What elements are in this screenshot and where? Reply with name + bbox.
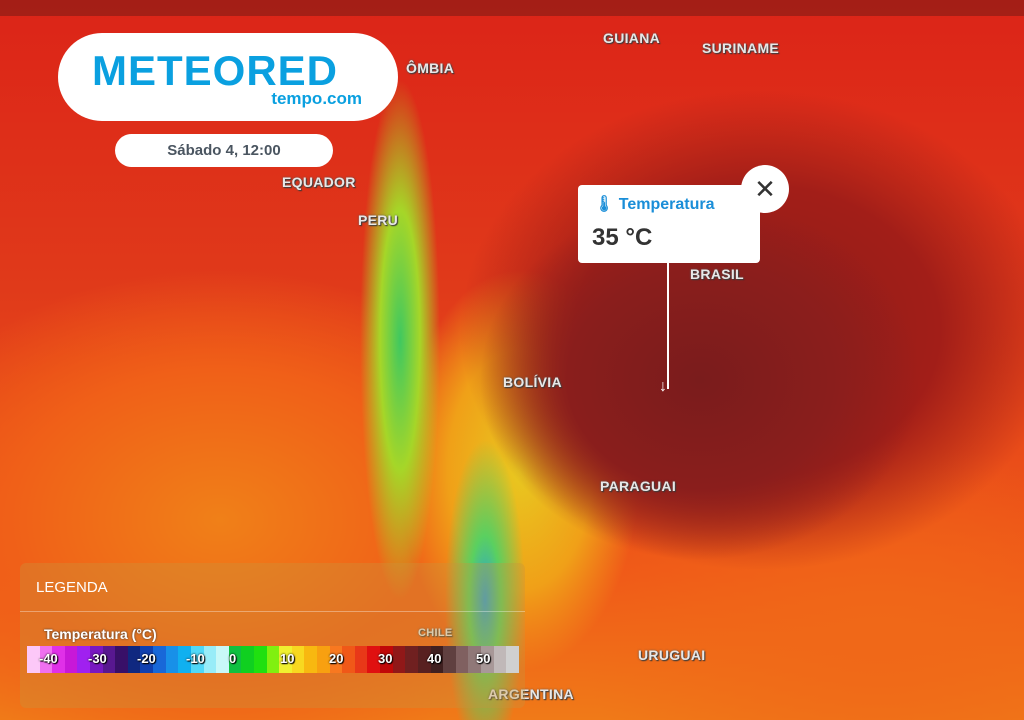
color-swatch bbox=[178, 646, 191, 673]
forecast-date: Sábado 4, 12:00 bbox=[115, 134, 333, 167]
country-label-brasil: BRASIL bbox=[690, 266, 744, 282]
color-swatch bbox=[266, 646, 280, 673]
scale-tick-label: -30 bbox=[88, 651, 107, 666]
logo-name: METEORED bbox=[92, 47, 339, 94]
color-swatch bbox=[455, 646, 469, 673]
color-swatch bbox=[279, 646, 292, 673]
scale-tick-label: 10 bbox=[280, 651, 295, 666]
color-swatch bbox=[39, 646, 53, 673]
country-label-argentina: ARGENTINA bbox=[488, 686, 574, 702]
color-swatch bbox=[203, 646, 217, 673]
popup-title-row: 🌡 Temperatura bbox=[594, 194, 715, 214]
color-swatch bbox=[115, 646, 128, 673]
temperature-popup: 🌡 Temperatura 35 °C bbox=[578, 185, 760, 263]
color-swatch bbox=[127, 646, 141, 673]
popup-title: Temperatura bbox=[618, 196, 715, 213]
color-swatch bbox=[317, 646, 330, 673]
color-swatch bbox=[506, 646, 519, 673]
color-swatch bbox=[493, 646, 507, 673]
scale-tick-label: -10 bbox=[186, 651, 205, 666]
color-swatch bbox=[153, 646, 166, 673]
color-swatch bbox=[342, 646, 355, 673]
close-icon[interactable]: ✕ bbox=[741, 165, 789, 213]
color-swatch bbox=[190, 646, 204, 673]
country-label-bolivia: BOLÍVIA bbox=[503, 374, 562, 390]
color-swatch bbox=[380, 646, 393, 673]
scale-tick-label: -20 bbox=[137, 651, 156, 666]
popup-pointer-line bbox=[667, 263, 669, 389]
color-swatch bbox=[354, 646, 368, 673]
color-swatch bbox=[216, 646, 229, 673]
color-swatch bbox=[480, 646, 494, 673]
legend-header[interactable]: LEGENDA bbox=[36, 579, 108, 596]
color-swatch bbox=[304, 646, 318, 673]
popup-value: 35 °C bbox=[592, 224, 653, 251]
color-swatch bbox=[443, 646, 456, 673]
country-label-paraguai: PARAGUAI bbox=[600, 478, 677, 494]
logo-subtitle: tempo.com bbox=[271, 89, 362, 108]
color-scale-bar bbox=[27, 646, 519, 673]
top-bar bbox=[0, 0, 1024, 16]
color-scale-ticks: -40 -30 -20 -10 0 10 20 30 40 50 bbox=[27, 646, 519, 673]
country-label-peru: PERU bbox=[358, 212, 399, 228]
color-swatch bbox=[392, 646, 406, 673]
color-swatch bbox=[165, 646, 179, 673]
color-swatch bbox=[27, 646, 40, 673]
country-label-uruguai: URUGUAI bbox=[638, 647, 706, 663]
meteored-logo[interactable]: METEORED tempo.com bbox=[58, 33, 398, 121]
color-swatch bbox=[241, 646, 254, 673]
scale-tick-label: -40 bbox=[39, 651, 58, 666]
scale-tick-label: 30 bbox=[378, 651, 393, 666]
color-swatch bbox=[140, 646, 154, 673]
scale-tick-label: 50 bbox=[476, 651, 491, 666]
color-swatch bbox=[329, 646, 343, 673]
arrow-down-icon: ↓ bbox=[659, 378, 667, 395]
color-swatch bbox=[228, 646, 242, 673]
legend-divider bbox=[20, 611, 525, 612]
color-swatch bbox=[367, 646, 381, 673]
color-swatch bbox=[253, 646, 267, 673]
country-label-suriname: SURINAME bbox=[702, 40, 780, 56]
color-swatch bbox=[417, 646, 431, 673]
color-swatch bbox=[430, 646, 444, 673]
scale-tick-label: 0 bbox=[229, 651, 237, 666]
country-label-colombia: ÔMBIA bbox=[406, 60, 455, 76]
legend-title: Temperatura (°C) bbox=[44, 626, 157, 642]
color-swatch bbox=[52, 646, 65, 673]
color-swatch bbox=[77, 646, 91, 673]
thermometer-icon: 🌡 bbox=[594, 196, 615, 213]
scale-tick-label: 40 bbox=[427, 651, 442, 666]
color-swatch bbox=[90, 646, 103, 673]
color-swatch bbox=[64, 646, 78, 673]
color-swatch bbox=[102, 646, 116, 673]
country-label-guiana: GUIANA bbox=[603, 30, 661, 46]
color-swatch bbox=[468, 646, 481, 673]
color-swatch bbox=[291, 646, 305, 673]
country-label-chile: CHILE bbox=[418, 627, 453, 639]
scale-tick-label: 20 bbox=[329, 651, 344, 666]
color-swatch bbox=[405, 646, 418, 673]
legend-panel: LEGENDA Temperatura (°C) -40 -30 -20 -10 0 10… bbox=[20, 563, 525, 708]
country-label-ecuador: EQUADOR bbox=[282, 174, 356, 190]
